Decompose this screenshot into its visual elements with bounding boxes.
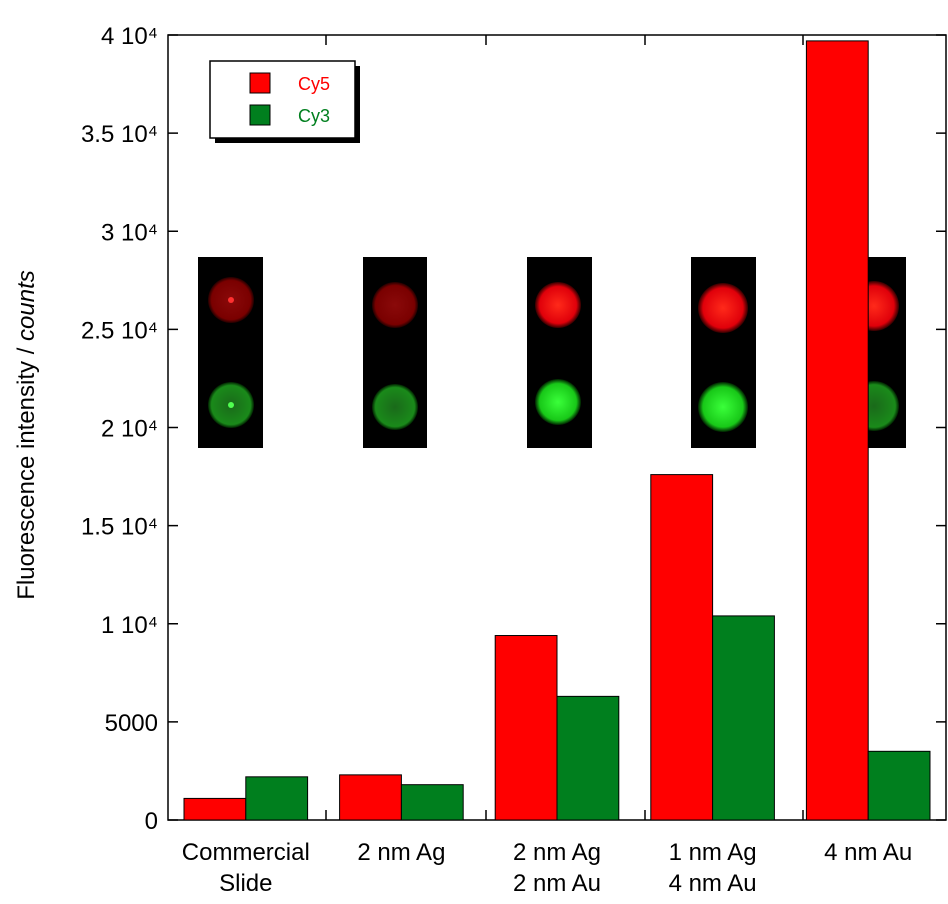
y-tick-label: 4 10⁴	[101, 23, 158, 50]
bar	[183, 797, 247, 821]
y-tick-label: 3 10⁴	[101, 219, 158, 246]
y-tick-label: 0	[145, 808, 158, 835]
x-tick-label-line: 2 nm Au	[513, 870, 601, 897]
x-tick-label-line: 1 nm Ag	[669, 839, 757, 866]
x-tick-label-line: 2 nm Ag	[357, 839, 445, 866]
bar	[805, 40, 869, 821]
legend-label: Cy3	[298, 106, 330, 126]
y-axis-label: Fluorescence intensity / counts	[13, 270, 40, 600]
y-tick-label: 2 10⁴	[101, 416, 158, 443]
x-tick-label: 2 nm Ag	[357, 839, 445, 866]
x-tick-label: 4 nm Au	[824, 839, 912, 866]
bar	[556, 695, 620, 821]
legend-swatch	[249, 72, 271, 94]
legend	[209, 60, 356, 139]
y-tick-label: 1.5 10⁴	[81, 514, 158, 541]
bar	[867, 750, 931, 821]
x-tick-label: 2 nm Ag 2 nm Au	[513, 839, 601, 897]
y-tick-label: 5000	[105, 710, 158, 737]
y-axis-label-unit: counts	[13, 270, 40, 341]
y-tick-label: 2.5 10⁴	[81, 317, 158, 344]
bar	[494, 635, 558, 821]
y-axis-label-text: Fluorescence intensity /	[13, 341, 40, 600]
bar	[400, 784, 464, 821]
legend-label: Cy5	[298, 74, 330, 94]
y-tick-label: 3.5 10⁴	[81, 121, 158, 148]
x-tick-label-line: 2 nm Ag	[513, 839, 601, 866]
category-ticks	[325, 35, 804, 820]
legend-swatch	[249, 104, 271, 126]
bar	[339, 774, 402, 821]
spot-images	[198, 257, 906, 448]
x-tick-label-line: 4 nm Au	[824, 839, 912, 866]
x-tick-label-line: Slide	[219, 870, 272, 897]
x-tick-label-line: Commercial	[182, 839, 310, 866]
bar	[245, 776, 309, 821]
x-tick-label: Commercial Slide	[182, 839, 310, 897]
bar	[712, 615, 775, 821]
bar	[650, 474, 714, 821]
x-tick-label-line: 4 nm Au	[669, 870, 757, 897]
y-tick-label: 1 10⁴	[101, 612, 158, 639]
x-tick-label: 1 nm Ag 4 nm Au	[669, 839, 757, 897]
